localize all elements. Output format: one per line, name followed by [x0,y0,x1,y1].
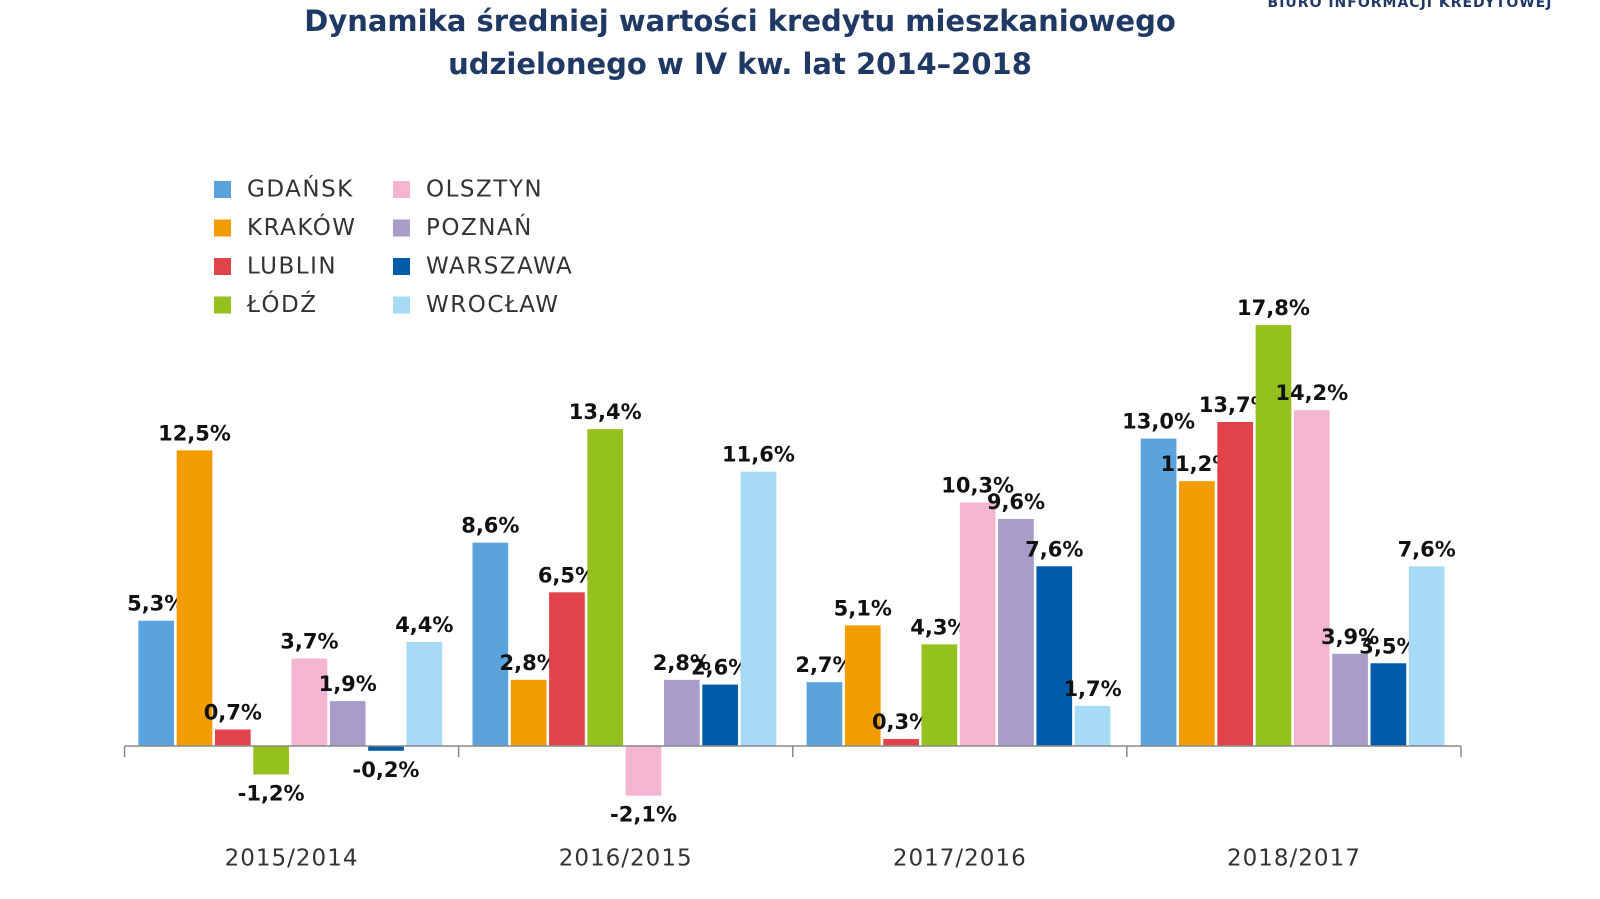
legend-label: GDAŃSK [247,175,354,203]
data-label: 7,6% [1398,537,1456,561]
bar [1140,438,1177,747]
data-label: 10,3% [941,473,1014,497]
bar [702,684,738,747]
legend-label: LUBLIN [247,254,337,280]
data-label: 5,3% [127,592,185,616]
bar [921,644,958,747]
legend-swatch [393,258,410,275]
bar [510,679,547,747]
legend-label: WROCŁAW [426,292,560,318]
legend-swatch [393,181,410,198]
data-label: 2,8% [653,651,711,675]
bar [1408,566,1445,747]
data-label: 4,3% [910,615,968,639]
data-label: -0,2% [353,758,420,782]
bar [806,682,843,747]
bar [998,518,1034,747]
bar [549,592,585,747]
bar [883,738,919,747]
bar [625,746,662,796]
data-label: 1,7% [1063,677,1121,701]
bar [329,701,366,747]
data-label: 14,2% [1275,381,1348,405]
logo-text: BIURO INFORMACJI KREDYTOWEJ [1268,0,1553,11]
data-label: 0,7% [204,700,262,724]
bar [368,746,404,751]
bar [253,746,289,775]
data-label: -1,2% [238,781,305,805]
bar [740,471,777,747]
bar [1293,410,1330,747]
data-label: 6,5% [538,563,596,587]
chart-title: Dynamika średniej wartości kredytu miesz… [304,4,1176,81]
bar [472,542,509,747]
data-label: 3,7% [280,630,338,654]
x-tick-label: 2015/2014 [225,846,359,872]
legend-label: ŁÓDŹ [246,290,318,318]
data-label: 4,4% [395,613,453,637]
data-label: -2,1% [610,803,677,827]
bar [587,429,624,747]
data-label: 12,5% [158,421,231,445]
bar [1074,705,1111,747]
data-label: 3,9% [1321,625,1379,649]
legend-label: KRAKÓW [247,213,357,241]
bar [138,620,175,747]
legend-swatch [214,296,231,314]
bar [663,679,700,747]
data-label: 13,0% [1122,410,1195,434]
data-label: 7,6% [1025,537,1083,561]
legend-label: WARSZAWA [426,254,573,280]
x-tick-label: 2017/2016 [893,846,1027,872]
legend-label: OLSZTYN [426,177,543,203]
data-label: 9,6% [987,490,1045,514]
data-label: 5,1% [834,596,892,620]
x-tick-label: 2018/2017 [1227,846,1361,872]
data-label: 3,5% [1359,634,1417,658]
bar [214,729,251,747]
bar [176,450,213,747]
bar [1217,422,1254,747]
data-label: 11,6% [722,443,795,467]
data-label: 2,8% [500,651,558,675]
legend-swatch [214,219,231,237]
bar [291,658,328,747]
bar [1255,325,1292,747]
bar [844,625,881,747]
bar [1332,653,1368,747]
legend-swatch [214,258,231,275]
bar [959,502,996,747]
legend-label: POZNAŃ [426,213,533,241]
bar [1370,663,1407,747]
data-label: 8,6% [461,514,519,538]
legend-swatch [393,296,410,314]
bar [1036,566,1073,747]
data-label: 1,9% [319,672,377,696]
bar [1179,481,1215,747]
data-label: 0,3% [872,710,930,734]
bar [406,641,443,747]
legend-swatch [214,181,231,198]
data-label: 2,6% [691,656,749,680]
data-label: 2,7% [795,653,853,677]
data-label: 13,4% [569,400,642,424]
legend-swatch [393,219,410,237]
x-tick-label: 2016/2015 [559,846,693,872]
data-label: 17,8% [1237,296,1310,320]
